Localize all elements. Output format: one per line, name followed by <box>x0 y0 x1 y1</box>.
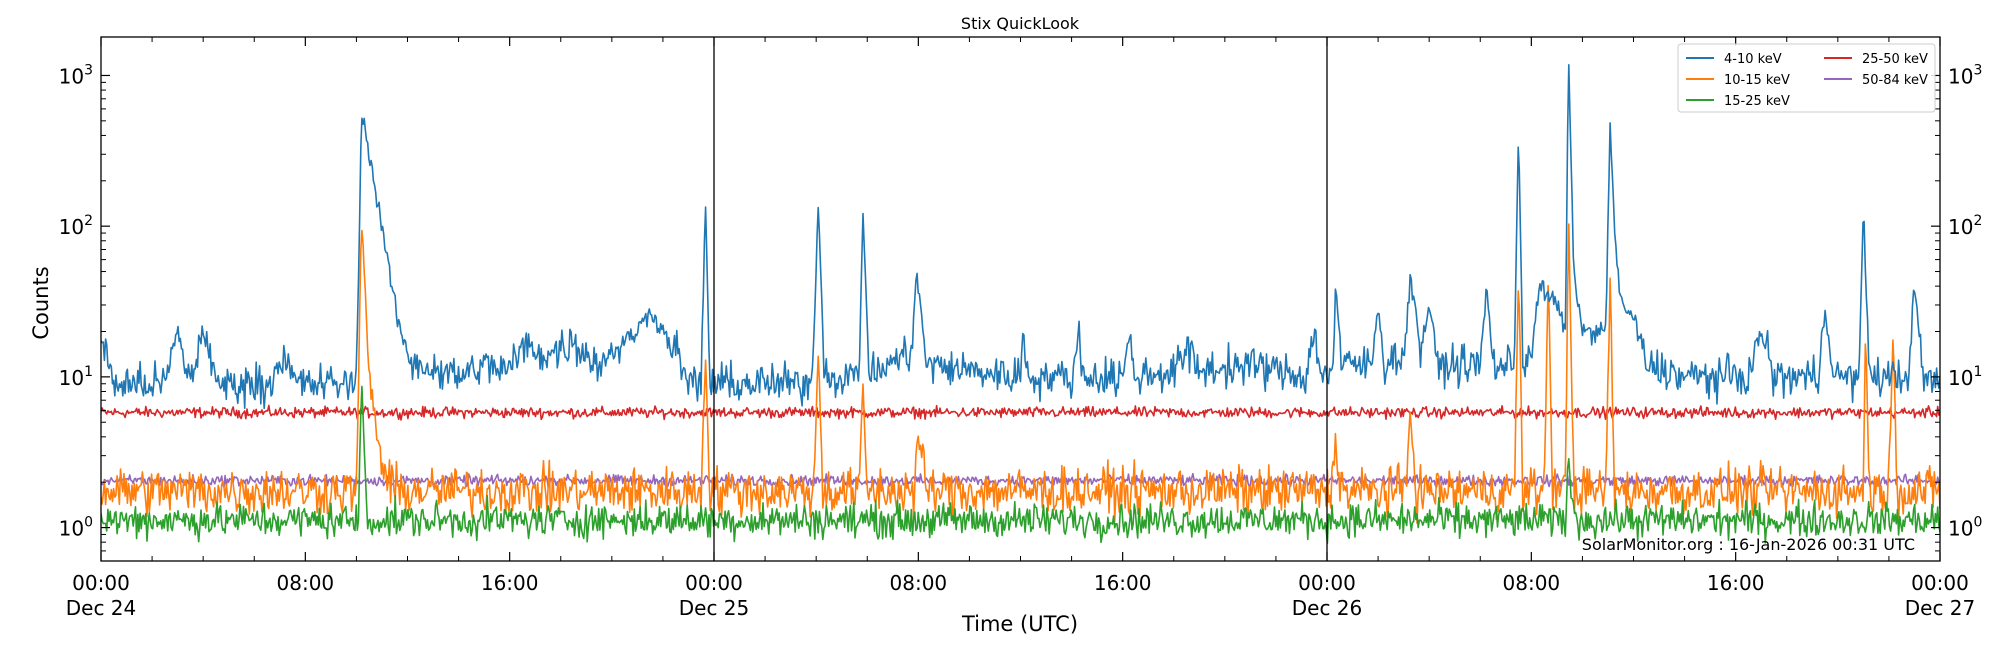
legend: 4-10 keV 10-15 keV 15-25 keV 25-50 keV 50-84… <box>1677 43 1936 113</box>
y-axis-label: Counts <box>29 266 53 339</box>
y-tick-label-right: 103 <box>1948 62 1982 88</box>
x-tick-date-label: Dec 26 <box>1292 596 1363 620</box>
y-tick-label-left: 102 <box>59 213 93 239</box>
y-tick-label-right: 101 <box>1948 364 1982 390</box>
series-layer <box>101 64 1940 545</box>
x-tick-date-label: Dec 24 <box>66 596 137 620</box>
x-tick-label: 08:00 <box>1503 571 1561 595</box>
x-axis-label: Time (UTC) <box>961 612 1078 636</box>
x-tick-label: 00:00 <box>1298 571 1356 595</box>
legend-label: 50-84 keV <box>1862 73 1928 88</box>
legend-label: 10-15 keV <box>1724 73 1790 88</box>
x-tick-date-label: Dec 25 <box>679 596 750 620</box>
y-tick-label-right: 102 <box>1948 213 1982 239</box>
legend-label: 25-50 keV <box>1862 52 1928 67</box>
x-tick-label: 00:00 <box>1911 571 1969 595</box>
x-tick-label: 16:00 <box>1707 571 1765 595</box>
x-tick-label: 08:00 <box>277 571 335 595</box>
series-line-4-10-kev <box>101 64 1940 410</box>
x-tick-date-label: Dec 27 <box>1905 596 1976 620</box>
legend-label: 4-10 keV <box>1724 52 1782 67</box>
series-line-25-50-kev <box>101 404 1940 421</box>
credit-text: SolarMonitor.org : 16-Jan-2026 00:31 UTC <box>1582 535 1915 554</box>
x-tick-label: 16:00 <box>1094 571 1152 595</box>
y-tick-label-left: 101 <box>59 364 93 390</box>
x-tick-label: 00:00 <box>685 571 743 595</box>
day-divider-lines <box>713 37 1328 561</box>
x-tick-label: 08:00 <box>890 571 948 595</box>
x-tick-label: 00:00 <box>72 571 130 595</box>
chart-title: Stix QuickLook <box>961 14 1080 33</box>
legend-label: 15-25 keV <box>1724 94 1790 109</box>
series-line-15-25-kev <box>101 385 1940 545</box>
x-tick-label: 16:00 <box>481 571 539 595</box>
legend-box <box>1677 43 1936 113</box>
y-tick-label-left: 100 <box>59 515 93 541</box>
series-line-10-15-kev <box>101 223 1940 524</box>
y-tick-label-right: 100 <box>1948 515 1982 541</box>
y-tick-label-left: 103 <box>59 62 93 88</box>
